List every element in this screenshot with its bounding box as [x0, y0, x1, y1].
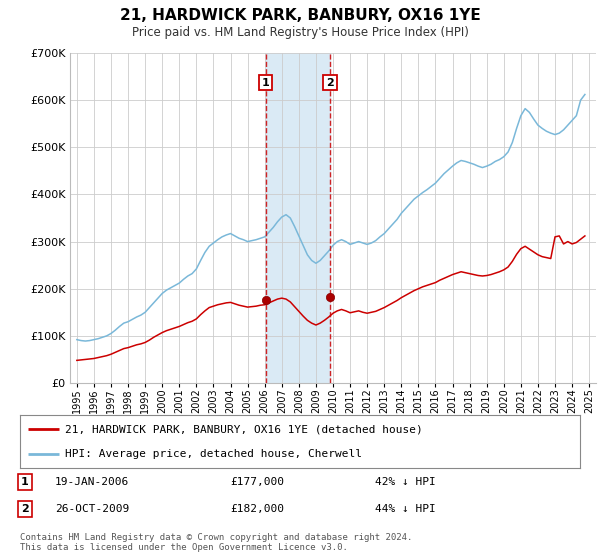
Text: 2: 2: [326, 78, 334, 88]
Text: Price paid vs. HM Land Registry's House Price Index (HPI): Price paid vs. HM Land Registry's House …: [131, 26, 469, 39]
Text: 42% ↓ HPI: 42% ↓ HPI: [375, 477, 436, 487]
Text: £182,000: £182,000: [230, 504, 284, 514]
Text: 2: 2: [21, 504, 29, 514]
Text: 21, HARDWICK PARK, BANBURY, OX16 1YE (detached house): 21, HARDWICK PARK, BANBURY, OX16 1YE (de…: [65, 424, 422, 435]
Text: 1: 1: [21, 477, 29, 487]
Bar: [266, 53, 330, 383]
Text: HPI: Average price, detached house, Cherwell: HPI: Average price, detached house, Cher…: [65, 449, 362, 459]
Text: 21, HARDWICK PARK, BANBURY, OX16 1YE: 21, HARDWICK PARK, BANBURY, OX16 1YE: [119, 8, 481, 23]
Text: 19-JAN-2006: 19-JAN-2006: [55, 477, 129, 487]
Text: Contains HM Land Registry data © Crown copyright and database right 2024.
This d: Contains HM Land Registry data © Crown c…: [20, 533, 412, 552]
Text: £177,000: £177,000: [230, 477, 284, 487]
Text: 26-OCT-2009: 26-OCT-2009: [55, 504, 129, 514]
Text: 1: 1: [262, 78, 269, 88]
Text: 44% ↓ HPI: 44% ↓ HPI: [375, 504, 436, 514]
